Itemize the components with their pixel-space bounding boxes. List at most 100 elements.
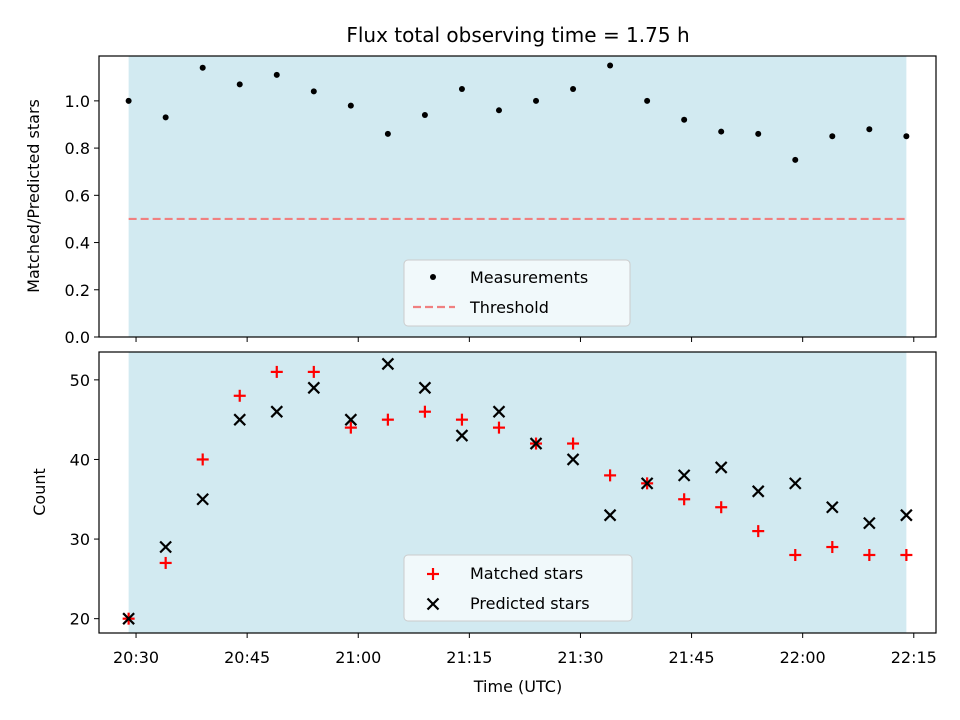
chart-title: Flux total observing time = 1.75 h xyxy=(346,23,689,47)
data-point xyxy=(495,107,502,114)
plot-frame xyxy=(98,55,937,338)
x-tick-label: 21:30 xyxy=(557,648,603,667)
data-point xyxy=(644,97,651,104)
matched-point xyxy=(270,365,283,378)
data-point xyxy=(347,102,354,109)
x-tick-label: 20:45 xyxy=(224,648,270,667)
predicted-point xyxy=(233,413,247,426)
y-axis-label: Matched/Predicted stars xyxy=(24,99,43,293)
y-tick-label: 40 xyxy=(70,450,90,469)
data-point xyxy=(570,86,577,93)
predicted-point xyxy=(307,381,321,395)
data-point xyxy=(829,133,836,140)
matched-point xyxy=(604,469,617,482)
matched-point xyxy=(381,413,394,426)
data-point xyxy=(162,114,169,121)
legend: Measurements Threshold xyxy=(403,259,631,327)
predicted-point xyxy=(270,405,284,418)
matched-point xyxy=(678,493,691,506)
ratio-panel: Flux total observing time = 1.75 h 0.0 0.… xyxy=(24,23,937,347)
data-point xyxy=(199,64,206,71)
predicted-point xyxy=(381,357,395,371)
data-point xyxy=(384,130,391,137)
y-tick-label: 0.0 xyxy=(65,328,90,347)
x-tick-label: 22:15 xyxy=(891,648,937,667)
x-tick-label: 22:00 xyxy=(780,648,826,667)
predicted-point xyxy=(122,612,135,625)
y-tick-label: 20 xyxy=(70,610,90,629)
x-axis-ticks-top xyxy=(135,337,915,342)
data-point xyxy=(866,126,873,133)
predicted-point xyxy=(196,492,209,506)
data-point xyxy=(607,62,614,69)
matched-point xyxy=(492,421,505,434)
data-point xyxy=(718,128,725,135)
predicted-point xyxy=(751,485,765,498)
data-point xyxy=(903,133,910,140)
matched-point xyxy=(159,556,172,569)
legend-label-measurements: Measurements xyxy=(470,268,588,287)
legend-marker-matched xyxy=(427,568,439,580)
y-tick-label: 1.0 xyxy=(65,92,90,111)
data-point xyxy=(755,130,762,137)
predicted-point xyxy=(603,508,617,522)
y-tick-label: 0.8 xyxy=(65,139,90,158)
matched-point xyxy=(344,421,357,434)
predicted-point xyxy=(788,477,802,490)
legend-box xyxy=(403,259,631,327)
matched-point xyxy=(196,453,209,466)
data-point xyxy=(681,116,688,123)
x-axis-ticks: 20:30 20:45 21:00 21:15 21:30 21:45 22:00 22:15 xyxy=(113,633,937,667)
plot-frame xyxy=(98,351,937,634)
x-tick-label: 21:15 xyxy=(446,648,492,667)
y-tick-label: 0.4 xyxy=(65,234,90,253)
y-tick-label: 0.6 xyxy=(65,186,90,205)
data-point xyxy=(533,97,540,104)
predicted-point xyxy=(714,461,728,474)
data-point xyxy=(458,86,465,93)
predicted-point xyxy=(566,453,580,466)
count-points xyxy=(122,357,913,625)
legend-label-predicted: Predicted stars xyxy=(470,594,590,613)
data-point xyxy=(125,97,132,104)
x-tick-label: 21:00 xyxy=(335,648,381,667)
legend-marker-measurements xyxy=(430,274,436,280)
data-point xyxy=(792,156,799,163)
data-point xyxy=(273,71,280,78)
matched-point xyxy=(567,437,580,450)
predicted-point xyxy=(640,477,654,490)
predicted-point xyxy=(529,437,543,450)
predicted-point xyxy=(455,429,469,442)
matched-point xyxy=(418,405,431,418)
x-tick-label: 20:30 xyxy=(113,648,159,667)
predicted-point xyxy=(863,516,876,530)
matched-point xyxy=(826,541,839,554)
x-tick-label: 21:45 xyxy=(669,648,715,667)
legend-marker-predicted xyxy=(426,597,440,611)
predicted-point xyxy=(492,405,506,418)
data-point xyxy=(236,81,243,88)
matched-point xyxy=(752,525,765,538)
matched-point xyxy=(789,548,802,561)
y-tick-label: 30 xyxy=(70,530,90,549)
predicted-point xyxy=(677,469,691,482)
matched-point xyxy=(715,501,728,514)
legend-label-threshold: Threshold xyxy=(469,298,549,317)
matched-point xyxy=(307,365,320,378)
legend-box xyxy=(403,554,633,622)
predicted-point xyxy=(159,540,172,554)
matched-point xyxy=(863,548,876,561)
predicted-point xyxy=(344,413,358,426)
predicted-point xyxy=(826,500,839,514)
data-point xyxy=(421,112,428,119)
y-axis-ticks: 20 30 40 50 xyxy=(70,371,99,629)
measurement-points xyxy=(125,62,910,163)
y-tick-label: 0.2 xyxy=(65,281,90,300)
x-axis-label: Time (UTC) xyxy=(473,677,562,696)
matched-point xyxy=(233,389,246,402)
y-axis-label: Count xyxy=(30,468,49,516)
predicted-point xyxy=(418,381,432,395)
matched-point xyxy=(900,548,913,561)
